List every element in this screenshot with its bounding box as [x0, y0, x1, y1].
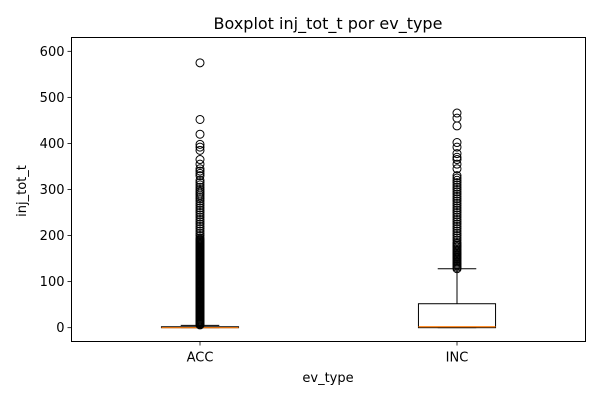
y-axis-label: inj_tot_t — [15, 165, 30, 217]
outlier-point — [195, 159, 205, 169]
outlier-point — [452, 228, 462, 238]
outlier-point — [195, 214, 205, 224]
outlier-point — [452, 178, 462, 188]
outlier-point — [195, 180, 205, 190]
y-tick-label: 600 — [40, 45, 65, 60]
outlier-point — [452, 219, 462, 229]
outlier-point — [452, 208, 462, 218]
outlier-point — [195, 219, 205, 229]
outlier-point — [195, 58, 205, 68]
outlier-point — [195, 139, 205, 149]
outlier-point — [452, 113, 462, 123]
chart-title: Boxplot inj_tot_t por ev_type — [214, 14, 443, 34]
outlier-point — [195, 210, 205, 220]
outlier-point — [452, 185, 462, 194]
outlier-point — [195, 231, 205, 241]
x-tick-label: INC — [446, 351, 469, 366]
outlier-point — [452, 221, 462, 231]
outlier-point — [195, 205, 205, 215]
y-tick-label: 300 — [40, 183, 65, 198]
outlier-point — [452, 217, 462, 227]
outlier-point — [452, 164, 462, 174]
outlier-point — [452, 187, 462, 197]
outlier-point — [452, 205, 462, 215]
box-group-acc — [160, 58, 240, 330]
outlier-point — [452, 196, 462, 206]
x-axis: ACC INC — [187, 341, 469, 366]
outlier-point — [195, 228, 205, 238]
outlier-point — [195, 145, 205, 155]
outlier-point — [195, 155, 205, 165]
outlier-point — [452, 194, 462, 204]
outlier-point — [195, 221, 205, 231]
y-tick-label: 0 — [56, 321, 64, 336]
outlier-point — [195, 171, 205, 181]
outlier-point — [452, 182, 462, 192]
y-tick-label: 400 — [40, 137, 65, 152]
y-tick-label: 200 — [40, 229, 65, 244]
outlier-point — [452, 210, 462, 220]
outlier-point — [452, 233, 462, 243]
outlier-point — [452, 108, 462, 118]
outlier-point — [452, 175, 462, 185]
outlier-point — [452, 191, 462, 201]
x-axis-label: ev_type — [302, 371, 353, 386]
outlier-point — [452, 173, 462, 183]
outlier-point — [452, 189, 462, 199]
outlier-point — [452, 138, 462, 148]
outlier-point — [195, 166, 205, 176]
outlier-point — [195, 185, 205, 194]
outlier-point — [452, 231, 462, 241]
outlier-point — [195, 129, 205, 139]
outlier-point — [452, 180, 462, 190]
outlier-point — [452, 171, 462, 181]
iqr-box — [417, 303, 497, 329]
outlier-point — [195, 114, 205, 124]
outlier-point — [195, 203, 205, 213]
outlier-point — [452, 152, 462, 162]
outlier-point — [452, 201, 462, 211]
outlier-point — [452, 159, 462, 169]
outlier-point — [195, 175, 205, 185]
outlier-point — [452, 237, 462, 247]
outlier-point — [452, 235, 462, 245]
outlier-point — [195, 201, 205, 211]
outlier-point — [195, 233, 205, 243]
outlier-point — [195, 168, 205, 178]
outlier-point — [452, 142, 462, 152]
outlier-point — [452, 203, 462, 213]
outlier-point — [195, 224, 205, 234]
y-axis: 0 100 200 300 400 500 600 — [40, 45, 72, 336]
outlier-point — [195, 212, 205, 222]
outlier-point — [452, 212, 462, 222]
outlier-point — [452, 224, 462, 234]
outlier-point — [195, 178, 205, 188]
box-group-inc — [417, 108, 497, 329]
outlier-point — [195, 226, 205, 236]
outlier-point — [195, 164, 205, 174]
outlier-point — [452, 198, 462, 208]
outlier-point — [452, 214, 462, 224]
outlier-point — [195, 217, 205, 227]
y-tick-label: 100 — [40, 275, 65, 290]
outlier-point — [452, 155, 462, 165]
outlier-point — [452, 149, 462, 159]
y-tick-label: 500 — [40, 91, 65, 106]
x-tick-label: ACC — [187, 351, 214, 366]
outlier-point — [195, 182, 205, 192]
axes-frame — [71, 37, 586, 342]
outlier-point — [452, 226, 462, 236]
outlier-point — [195, 142, 205, 152]
outlier-point — [195, 208, 205, 218]
plot-area — [160, 58, 497, 330]
